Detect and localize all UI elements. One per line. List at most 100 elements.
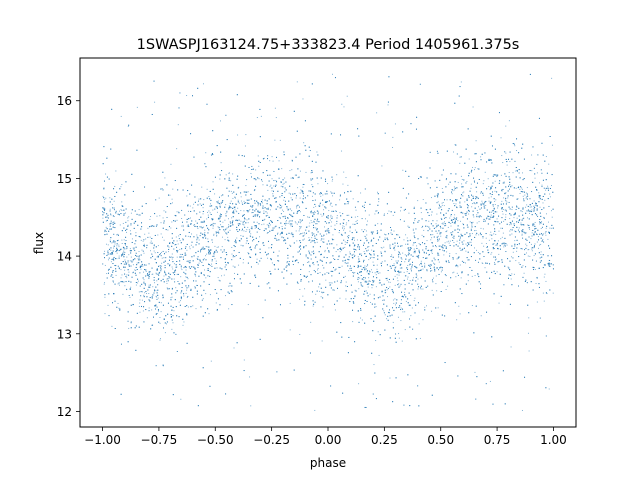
data-point — [445, 224, 447, 226]
data-point — [315, 205, 317, 207]
data-point — [467, 259, 469, 261]
data-point — [357, 273, 359, 275]
data-point — [485, 237, 487, 239]
data-point — [225, 204, 227, 206]
data-point — [279, 139, 281, 141]
data-point — [389, 286, 391, 288]
data-point — [244, 145, 246, 147]
data-point — [148, 293, 150, 295]
data-point — [186, 297, 188, 299]
data-point — [228, 172, 230, 174]
data-point — [436, 213, 438, 215]
data-point — [207, 238, 209, 240]
data-point — [482, 262, 484, 264]
data-point — [470, 187, 472, 189]
data-point — [454, 214, 456, 216]
data-point — [126, 274, 128, 276]
data-point — [459, 202, 461, 204]
data-point — [325, 279, 327, 281]
data-point — [461, 195, 463, 197]
data-point — [485, 243, 487, 245]
data-point — [512, 172, 514, 174]
data-point — [539, 223, 541, 225]
data-point — [336, 244, 338, 246]
data-point — [178, 211, 180, 213]
data-point — [339, 195, 341, 197]
data-point — [105, 231, 107, 233]
data-point — [250, 172, 252, 174]
data-point — [296, 81, 298, 83]
data-point — [144, 292, 146, 294]
data-point — [209, 294, 211, 296]
data-point — [180, 292, 182, 294]
data-point — [138, 305, 140, 307]
data-point — [455, 276, 457, 278]
data-point — [321, 340, 323, 342]
data-point — [367, 286, 369, 288]
data-point — [513, 217, 515, 219]
data-point — [278, 216, 280, 218]
data-point — [273, 185, 275, 187]
data-point — [345, 298, 347, 300]
data-point — [522, 195, 524, 197]
data-point — [527, 210, 529, 212]
data-point — [189, 246, 191, 248]
data-point — [227, 218, 229, 220]
data-point — [131, 260, 133, 262]
data-point — [172, 268, 174, 270]
data-point — [472, 106, 474, 108]
data-point — [269, 160, 271, 162]
data-point — [217, 246, 219, 248]
data-point — [266, 254, 268, 256]
data-point — [358, 383, 360, 385]
data-point — [474, 275, 476, 277]
data-point — [396, 277, 398, 279]
data-point — [127, 224, 129, 226]
data-point — [298, 230, 300, 232]
data-point — [253, 214, 255, 216]
data-point — [250, 405, 252, 407]
data-point — [327, 183, 329, 185]
data-point — [360, 317, 362, 319]
data-point — [401, 340, 403, 342]
data-point — [439, 232, 441, 234]
data-point — [509, 230, 511, 232]
data-point — [128, 271, 130, 273]
data-point — [463, 240, 465, 242]
data-point — [549, 227, 551, 229]
data-point — [155, 273, 157, 275]
data-point — [162, 297, 164, 299]
data-point — [429, 263, 431, 265]
data-point — [217, 226, 219, 228]
data-point — [345, 281, 347, 283]
data-point — [331, 282, 333, 284]
data-point — [344, 243, 346, 245]
data-point — [189, 217, 191, 219]
data-point — [520, 210, 522, 212]
data-point — [393, 230, 395, 232]
data-point — [104, 264, 106, 266]
data-point — [315, 227, 317, 229]
data-point — [404, 291, 406, 293]
data-point — [179, 253, 181, 255]
data-point — [213, 234, 215, 236]
data-point — [143, 282, 145, 284]
data-point — [103, 201, 105, 203]
data-point — [236, 237, 238, 239]
data-point — [371, 256, 373, 258]
data-point — [117, 233, 119, 235]
data-point — [224, 295, 226, 297]
data-point — [187, 235, 189, 237]
data-point — [478, 221, 480, 223]
data-point — [313, 206, 315, 208]
data-point — [311, 212, 313, 214]
data-point — [194, 224, 196, 226]
data-point — [349, 230, 351, 232]
data-point — [285, 221, 287, 223]
data-point — [386, 318, 388, 320]
data-point — [472, 221, 474, 223]
data-point — [435, 223, 437, 225]
data-point — [500, 238, 502, 240]
data-point — [194, 273, 196, 275]
data-point — [109, 208, 111, 210]
